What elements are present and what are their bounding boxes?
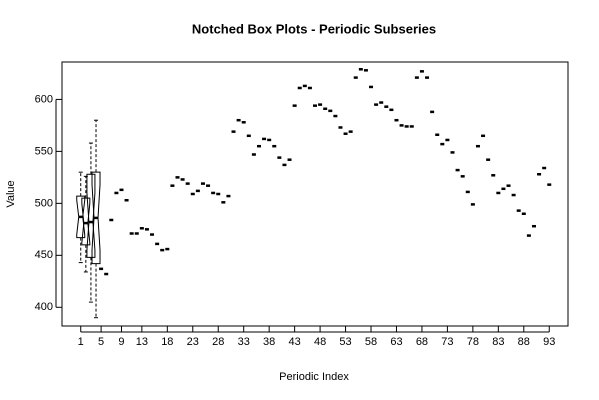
x-tick-label: 43 [289, 336, 301, 348]
x-tick-label: 48 [314, 336, 326, 348]
x-tick-label: 88 [518, 336, 530, 348]
x-tick-label: 18 [161, 336, 173, 348]
x-tick-label: 73 [441, 336, 453, 348]
x-axis-label: Periodic Index [279, 371, 349, 383]
x-tick-label: 28 [212, 336, 224, 348]
y-tick-label: 500 [35, 197, 53, 209]
x-tick-label: 23 [187, 336, 199, 348]
box [91, 171, 101, 265]
x-tick-label: 78 [467, 336, 479, 348]
y-tick-label: 550 [35, 145, 53, 157]
x-tick-label: 58 [365, 336, 377, 348]
x-tick-label: 5 [98, 336, 104, 348]
x-tick-label: 53 [339, 336, 351, 348]
x-tick-label: 38 [263, 336, 275, 348]
x-tick-label: 93 [543, 336, 555, 348]
y-tick-label: 400 [35, 301, 53, 313]
box [76, 195, 86, 239]
x-tick-label: 83 [492, 336, 504, 348]
plot-frame [61, 61, 569, 327]
x-tick-label: 63 [390, 336, 402, 348]
y-tick-label: 600 [35, 93, 53, 105]
x-tick-label: 68 [416, 336, 428, 348]
y-axis-label: Value [5, 180, 17, 207]
y-tick-label: 450 [35, 249, 53, 261]
x-tick-label: 33 [238, 336, 250, 348]
x-tick-label: 1 [78, 336, 84, 348]
box [86, 173, 96, 258]
x-tick-label: 9 [118, 336, 124, 348]
box [81, 197, 91, 246]
x-tick-label: 13 [136, 336, 148, 348]
chart-title: Notched Box Plots - Periodic Subseries [192, 21, 436, 36]
